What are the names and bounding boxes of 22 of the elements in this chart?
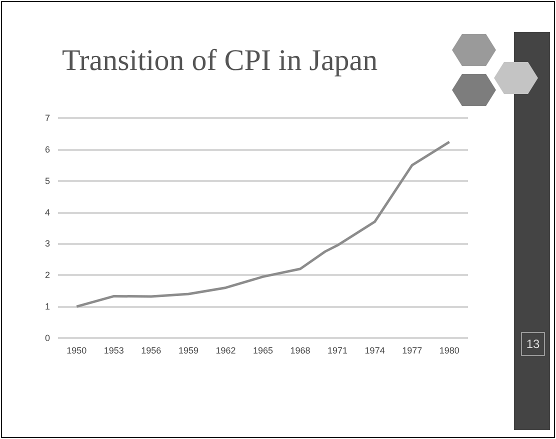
y-tick-label: 6 [44,144,50,154]
y-tick-label: 5 [44,176,50,186]
y-tick-label: 7 [44,113,50,123]
x-tick-label: 1965 [252,346,274,356]
y-tick-label: 4 [44,207,50,218]
line-series [75,140,451,308]
x-tick-label: 1974 [364,346,385,356]
text: 13 [521,332,545,356]
x-tick-label: 1980 [439,346,460,356]
x-tick-label: 1959 [178,346,198,356]
y-tick-label: 0 [44,333,50,343]
x-tick-label: 1971 [328,346,348,356]
x-tick-label: 1950 [66,346,87,356]
y-tick-label: 2 [44,270,50,280]
y-tick-label: 1 [44,302,50,312]
x-tick-label: 1968 [290,346,310,356]
x-tick-label: 1977 [402,346,422,356]
chart-title: Transition of CPI in Japan [62,44,378,78]
x-tick-label: 1962 [216,346,236,356]
x-tick-label: 1956 [141,346,162,356]
x-tick-label: 1953 [104,346,124,356]
y-tick-label: 3 [44,238,50,249]
